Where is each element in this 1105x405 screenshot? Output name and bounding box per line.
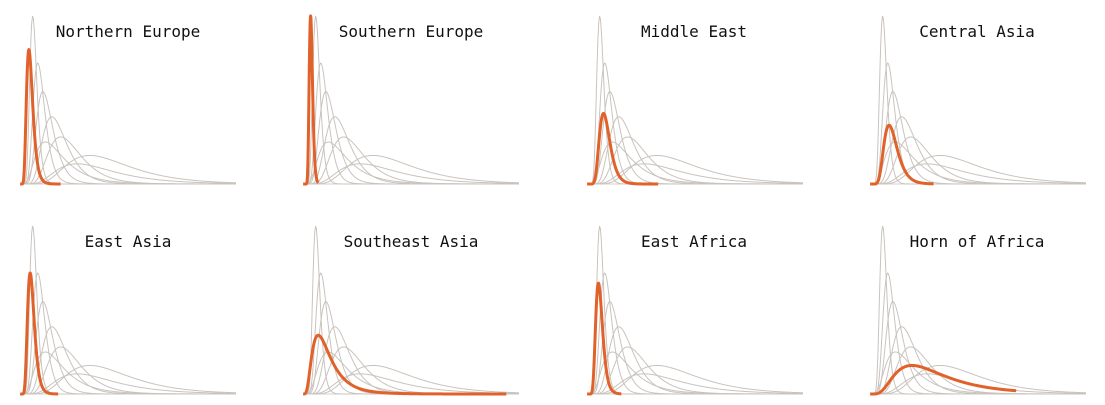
- background-series-line-6: [587, 141, 803, 185]
- panel-title: East Africa: [641, 232, 747, 251]
- highlight-series-line: [869, 363, 1018, 396]
- background-series-line-0: [20, 225, 236, 395]
- background-series-line-5: [20, 364, 237, 395]
- background-series-line-7: [20, 373, 237, 395]
- background-series-line-7: [587, 163, 804, 185]
- background-series-line-2: [303, 301, 519, 395]
- highlight-series-line: [18, 271, 60, 396]
- highlight-series-line: [18, 48, 62, 186]
- highlight-series-line: [302, 333, 508, 396]
- panel-east-africa: East Africa: [585, 225, 804, 396]
- background-series-line-0: [587, 15, 803, 185]
- background-series-line-0: [303, 15, 519, 185]
- background-series-line-0: [587, 225, 803, 395]
- highlight-series-line: [868, 123, 935, 186]
- background-series-line-0: [20, 15, 236, 185]
- background-series-line-2: [870, 301, 1086, 395]
- background-series-line-6: [587, 351, 803, 395]
- panel-east-asia: East Asia: [18, 225, 237, 396]
- background-series-line-5: [303, 154, 520, 185]
- background-series-line-2: [587, 91, 803, 185]
- background-series-line-5: [303, 364, 520, 395]
- panel-title: East Asia: [85, 232, 172, 251]
- panel-title: Middle East: [641, 22, 747, 41]
- background-series-line-7: [20, 163, 237, 185]
- panel-northern-europe: Northern Europe: [18, 15, 237, 186]
- panel-title: Horn of Africa: [910, 232, 1045, 251]
- panel-title: Central Asia: [919, 22, 1035, 41]
- background-series-line-6: [20, 141, 236, 185]
- background-series-line-6: [303, 141, 519, 185]
- background-series-line-5: [20, 154, 237, 185]
- background-series-line-5: [870, 364, 1087, 395]
- panel-horn-of-africa: Horn of Africa: [869, 225, 1087, 396]
- background-series-line-2: [20, 301, 236, 395]
- highlight-series-line: [585, 281, 623, 396]
- highlight-series-line: [301, 14, 320, 186]
- background-series-line-2: [587, 301, 803, 395]
- panel-middle-east: Middle East: [585, 15, 804, 186]
- background-series-line-5: [587, 364, 804, 395]
- background-series-line-2: [20, 91, 236, 185]
- background-series-line-7: [303, 163, 520, 185]
- panel-central-asia: Central Asia: [868, 15, 1087, 186]
- panel-southeast-asia: Southeast Asia: [302, 225, 520, 396]
- background-series-line-2: [870, 91, 1086, 185]
- background-series-line-0: [870, 15, 1086, 185]
- background-series-line-6: [870, 141, 1086, 185]
- panel-title: Southeast Asia: [344, 232, 479, 251]
- background-series-line-6: [870, 351, 1086, 395]
- background-series-line-7: [587, 373, 804, 395]
- background-series-line-6: [20, 351, 236, 395]
- highlight-series-line: [585, 111, 660, 186]
- panel-southern-europe: Southern Europe: [301, 14, 520, 186]
- panel-title: Southern Europe: [339, 22, 484, 41]
- background-series-line-5: [587, 154, 804, 185]
- background-series-line-2: [303, 91, 519, 185]
- panel-title: Northern Europe: [56, 22, 201, 41]
